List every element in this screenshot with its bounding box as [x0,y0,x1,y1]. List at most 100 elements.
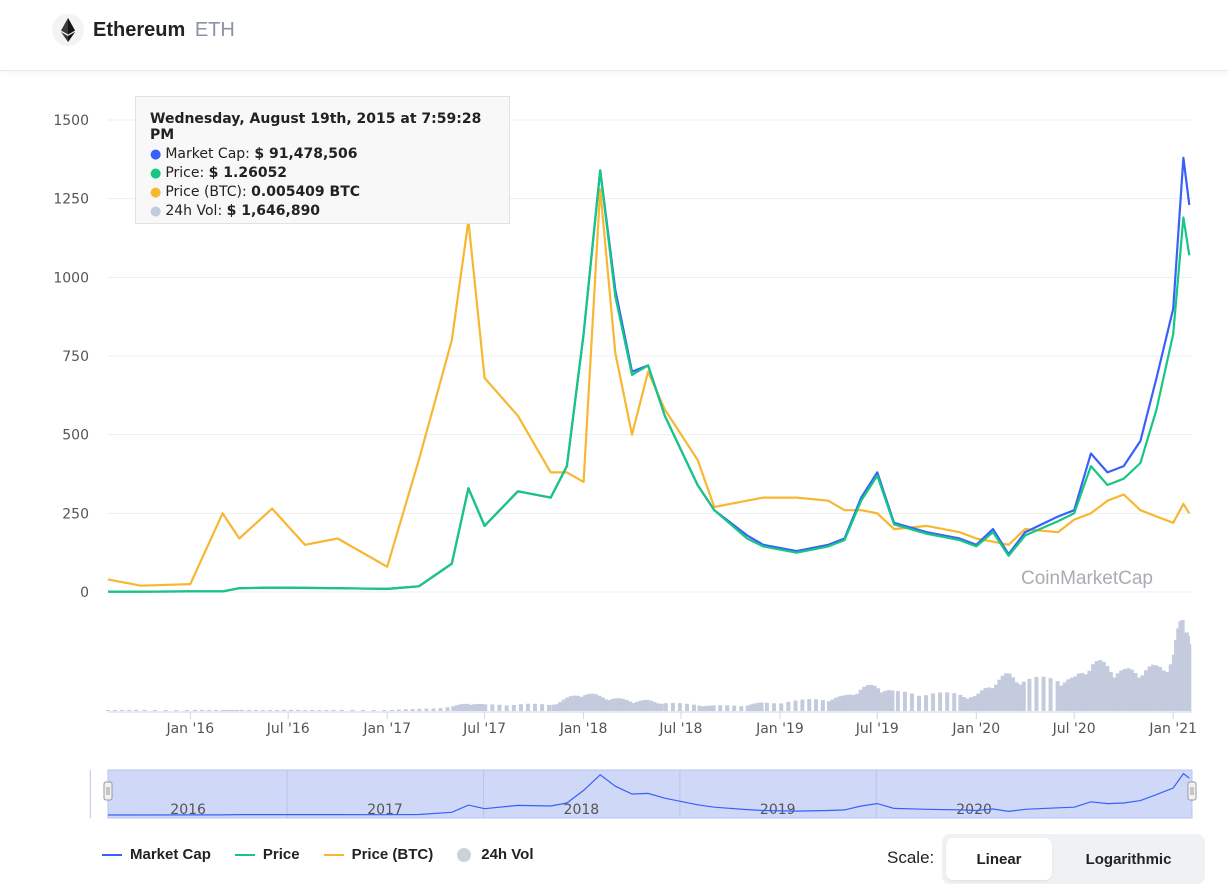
volume-bar [324,710,329,711]
volume-bar [547,704,552,711]
volume-bar [1101,661,1106,711]
volume-bar [317,710,322,711]
volume-bar [814,699,819,711]
watermark: CoinMarketCap [1021,568,1153,589]
volume-bar [576,695,581,711]
navigator-year-label: 2016 [170,802,206,818]
volume-bar [231,709,236,711]
volume-bar [193,709,198,711]
volume-bar [645,699,650,711]
volume-bar [174,710,179,711]
volume-bar [826,701,831,711]
volume-bar [708,705,713,711]
volume-bar [869,684,874,711]
volume-bar [275,709,280,711]
ethereum-logo-icon [52,14,84,46]
volume-bar [652,701,657,711]
volume-bar [969,697,974,711]
legend-item-market-cap[interactable]: Market Cap [102,846,211,863]
volume-bar [590,693,595,711]
price-btc-dot-icon: ● [150,185,162,200]
volume-bar [1129,669,1134,711]
volume-bar [331,709,336,711]
volume-bar [1150,664,1155,711]
volume-bar [830,699,835,711]
volume-bar [490,704,495,711]
volume-bar [670,702,675,711]
volume-bar [134,709,139,711]
volume-bar [579,696,584,711]
volume-bar [396,709,401,711]
legend-item-price[interactable]: Price [234,846,300,863]
volume-bar [184,710,189,711]
volume-bar [1187,644,1192,711]
volume-bar [497,704,502,711]
volume-bar [339,709,344,711]
volume-bar [697,705,702,711]
volume-bar [624,699,629,711]
volume-bar [1073,676,1078,711]
volume-bar [938,692,943,711]
volume-bar [1165,671,1170,711]
volume-bar [865,685,870,711]
navigator-left-handle[interactable] [103,781,113,801]
volume-bar [289,709,294,711]
navigator-year-label: 2019 [760,802,796,818]
volume-bar [1105,665,1110,711]
volume-bar [1161,670,1166,711]
volume-bar [994,684,999,711]
legend-line-icon [323,853,344,856]
volume-bar [1176,628,1181,711]
y-tick-label: 1500 [53,113,89,129]
volume-bar [403,709,408,711]
volume-bar [1048,678,1053,711]
volume-bar [1004,673,1009,711]
volume-bar [1076,673,1081,711]
volume-bar [990,688,995,711]
navigator-right-handle[interactable] [1187,781,1197,801]
volume-bar [1007,673,1012,711]
volume-bar [479,703,484,711]
volume-bar [239,709,244,711]
tooltip-row-price: ● Price: $ 1.26052 [150,165,288,181]
volume-bar [382,710,387,711]
tooltip-label: Market Cap [165,146,246,162]
y-tick-label: 750 [62,349,89,365]
volume-bar [1174,639,1179,711]
volume-bar [1133,673,1138,711]
volume-bar [461,703,466,711]
volume-bar [1021,681,1026,711]
volume-bar [371,710,376,711]
volume-bar [677,703,682,711]
volume-bar [1014,682,1019,711]
volume-bar [504,705,509,711]
volume-bar [764,702,769,711]
tooltip-label: Price (BTC) [165,184,242,200]
volume-bar [700,706,705,711]
tooltip-value: $ 1.26052 [208,165,288,181]
volume-bar [916,695,921,711]
volume-bar [350,709,355,711]
chart-tooltip: Wednesday, August 19th, 2015 at 7:59:28 … [135,96,510,224]
navigator-line [108,772,1190,816]
volume-bar [551,704,556,711]
volume-bar [469,704,474,711]
volume-bar [1147,666,1152,711]
volume-bar [1108,671,1113,711]
volume-bar [833,697,838,711]
volume-bar [565,697,570,711]
volume-bar [511,704,516,711]
x-tick-label: Jul '19 [855,721,899,737]
scale-linear-button[interactable]: Linear [946,838,1052,880]
volume-bar [1066,679,1071,711]
volume-bar [752,703,757,711]
volume-bar [628,701,633,711]
scale-logarithmic-button[interactable]: Logarithmic [1056,838,1201,880]
x-tick-label: Jan '18 [559,721,608,737]
legend-circle-icon [457,847,472,862]
legend-item-volume[interactable]: 24h Vol [457,846,534,863]
legend-item-price-btc[interactable]: Price (BTC) [323,846,433,863]
volume-bar [704,705,709,711]
volume-bar [1157,666,1162,711]
